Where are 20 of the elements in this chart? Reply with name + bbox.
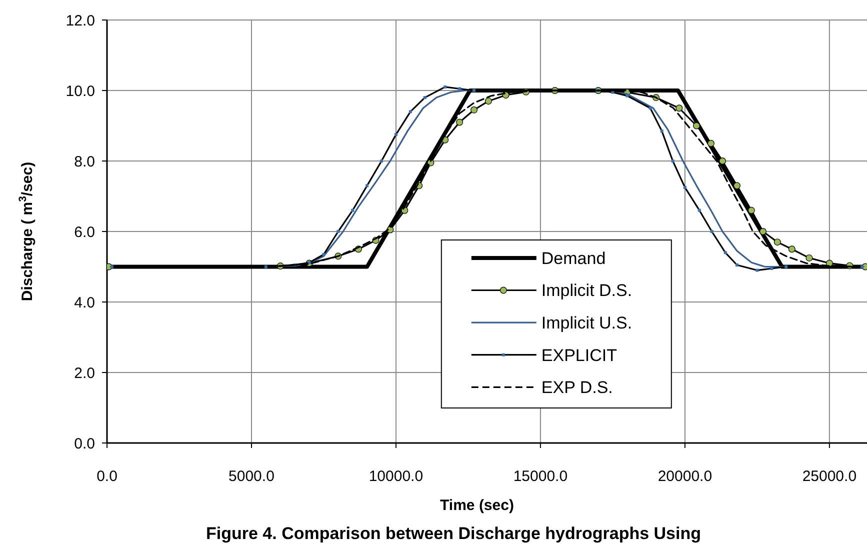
y-tick-label: 2.0: [74, 364, 95, 382]
x-tick-label: 10000.0: [368, 468, 424, 485]
y-tick-label: 10.0: [66, 82, 95, 100]
legend-label: Implicit D.S.: [541, 281, 632, 300]
legend-label: EXP D.S.: [541, 378, 613, 398]
y-tick-label: 4.0: [74, 294, 95, 312]
legend-label: Implicit U.S.: [541, 314, 632, 333]
y-tick-label: 12.0: [66, 12, 95, 30]
legend-label: EXPLICIT: [541, 346, 617, 365]
x-axis-title: Time (sec): [440, 497, 514, 514]
x-tick-label: 0.0: [96, 468, 118, 485]
y-tick-label: 8.0: [74, 153, 95, 170]
x-tick-label: 20000.0: [658, 468, 712, 485]
legend-label: Demand: [541, 248, 606, 268]
caption: Figure 4. Comparison between Discharge hydrographs Using: [206, 524, 701, 543]
y-tick-label: 6.0: [74, 224, 95, 241]
x-tick-label: 15000.0: [513, 468, 568, 485]
x-tick-label: 5000.0: [228, 468, 274, 485]
y-tick-label: 0.0: [74, 435, 95, 452]
x-tick-label: 25000.0: [802, 468, 857, 485]
